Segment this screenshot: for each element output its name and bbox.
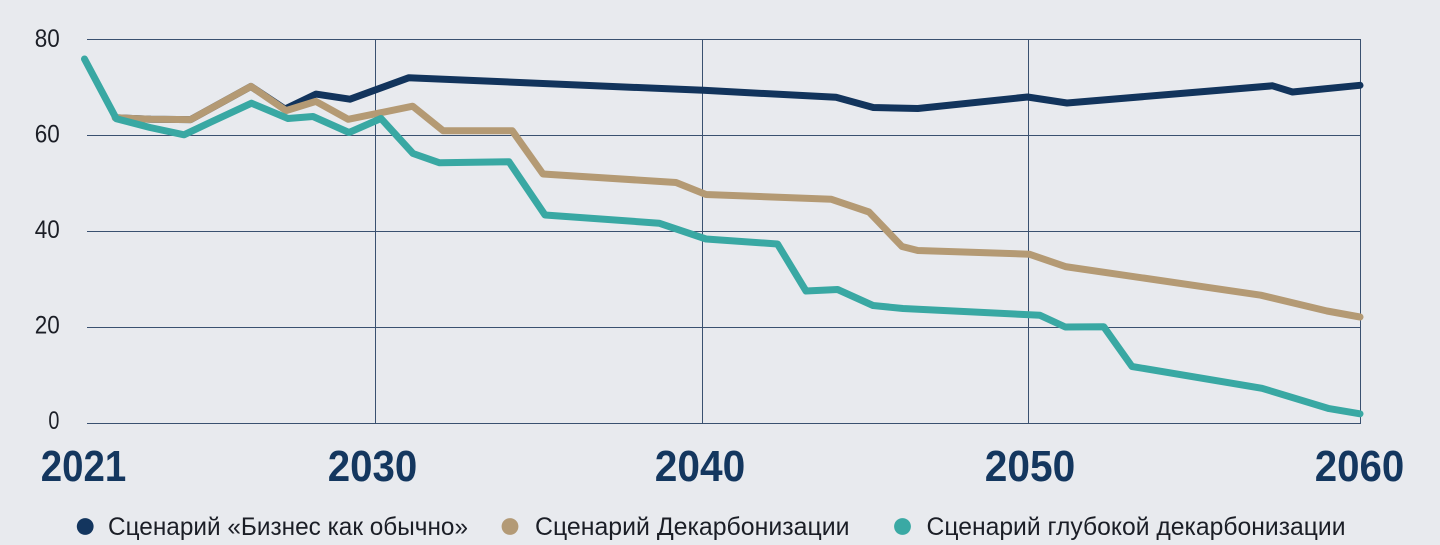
svg-text:2040: 2040: [655, 442, 746, 491]
svg-text:80: 80: [35, 25, 60, 53]
svg-text:Сценарий «Бизнес как обычно»: Сценарий «Бизнес как обычно»: [108, 513, 468, 541]
svg-text:Сценарий Декарбонизации: Сценарий Декарбонизации: [535, 513, 850, 541]
svg-text:40: 40: [35, 216, 60, 244]
svg-text:2030: 2030: [328, 442, 418, 491]
svg-text:2050: 2050: [985, 442, 1076, 491]
svg-text:2060: 2060: [1315, 442, 1405, 491]
svg-text:Сценарий глубокой декарбонизац: Сценарий глубокой декарбонизации: [927, 513, 1346, 541]
svg-text:0: 0: [48, 407, 59, 435]
svg-text:2021: 2021: [41, 442, 127, 491]
svg-text:20: 20: [35, 311, 60, 339]
svg-text:60: 60: [35, 120, 60, 148]
